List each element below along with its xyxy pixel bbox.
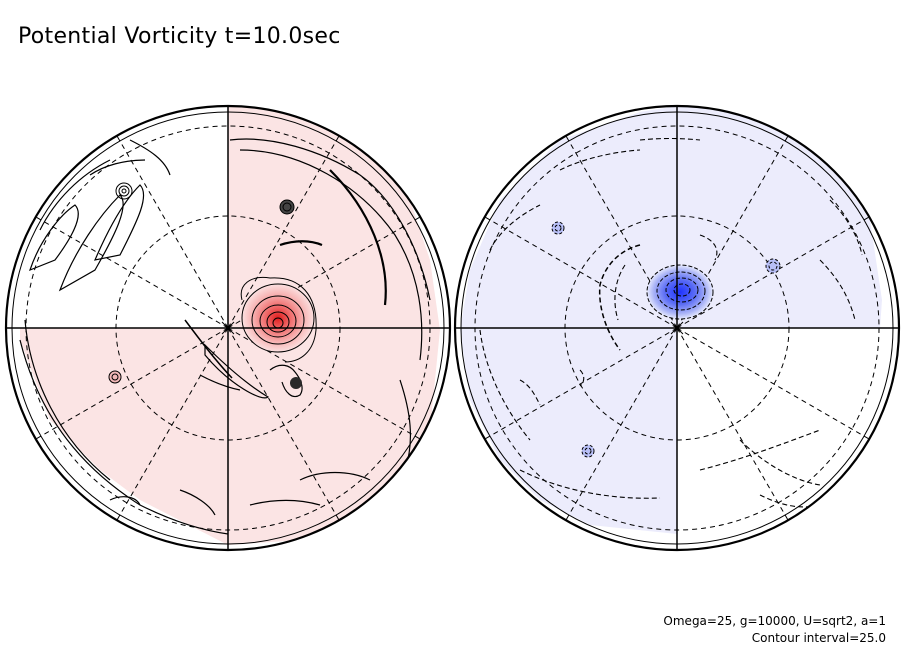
contour-lines	[479, 137, 863, 508]
small-vortices	[551, 221, 781, 458]
left-hemisphere	[4, 104, 452, 552]
positive-vortex	[240, 276, 317, 398]
hemisphere-axes	[6, 106, 450, 550]
parameters-label: Omega=25, g=10000, U=sqrt2, a=1	[663, 614, 886, 628]
negative-vortex	[646, 264, 714, 320]
small-vortices	[108, 182, 295, 384]
hemisphere-boundary	[453, 104, 901, 552]
positive-region	[20, 106, 440, 545]
hemisphere-boundary	[4, 104, 452, 552]
hemisphere-axes	[455, 106, 899, 550]
negative-region	[460, 106, 882, 534]
plot-title: Potential Vorticity t=10.0sec	[18, 24, 341, 49]
contour-interval-label: Contour interval=25.0	[751, 631, 886, 645]
right-hemisphere	[453, 104, 901, 552]
